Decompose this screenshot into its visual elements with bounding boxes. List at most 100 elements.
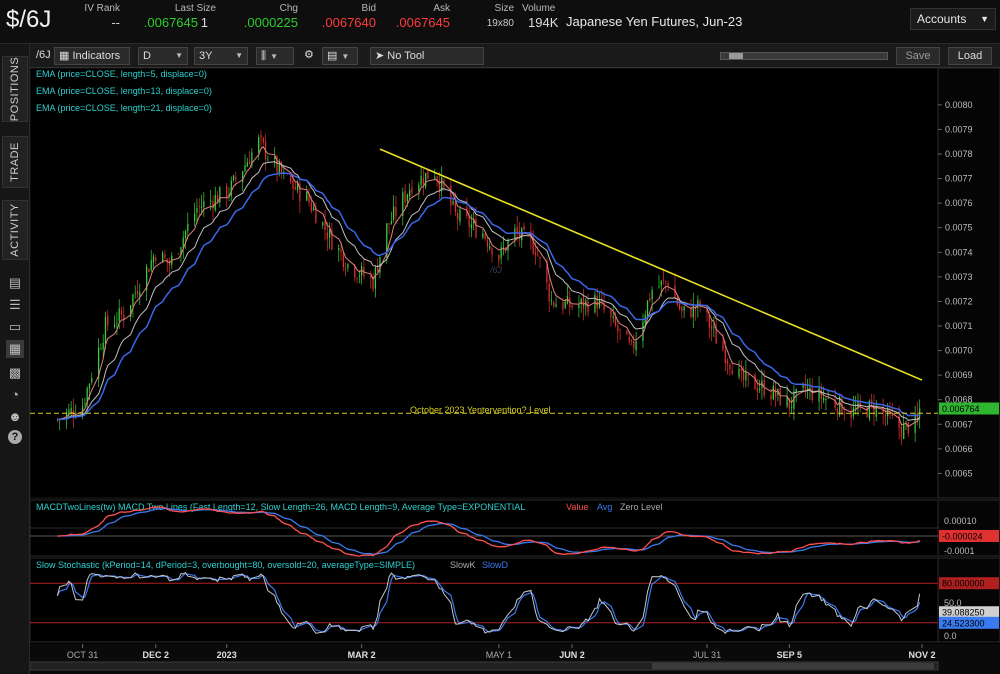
- people-icon[interactable]: ☻: [8, 409, 22, 424]
- candle-body: [166, 258, 168, 263]
- candle-body: [617, 325, 619, 332]
- candle-body: [919, 408, 921, 417]
- candle-body: [740, 369, 742, 371]
- candle-body: [342, 253, 344, 268]
- macd-last-label: -0.000024: [942, 532, 983, 542]
- layout-button[interactable]: ▤ ▼: [322, 47, 358, 65]
- candle-body: [537, 254, 539, 256]
- candle-body: [710, 326, 713, 330]
- range-select[interactable]: 3Y ▼: [194, 47, 248, 65]
- candle-body: [482, 233, 484, 238]
- y-tick-label: 0.0071: [945, 321, 973, 331]
- chart-scrollbar[interactable]: [720, 52, 888, 60]
- candle-body: [107, 315, 109, 326]
- macd-last-box: [939, 530, 999, 542]
- toolbar-symbol[interactable]: /6J: [36, 49, 51, 61]
- iv-rank-value: --: [111, 15, 120, 30]
- candle-body: [136, 291, 139, 295]
- chg-header: Chg: [279, 3, 298, 14]
- candle-body: [459, 209, 461, 222]
- candle-body: [388, 223, 390, 225]
- load-button[interactable]: Load: [948, 47, 992, 65]
- stoch-legend-slowd: SlowD: [482, 560, 509, 570]
- stoch-legend-slowk: SlowK: [450, 560, 476, 570]
- tab-trade[interactable]: TRADE: [2, 136, 28, 188]
- contract-name: Japanese Yen Futures, Jun-23: [566, 14, 743, 29]
- chart-area[interactable]: 0.00800.00790.00780.00770.00760.00750.00…: [30, 68, 1000, 674]
- yentervention-label: October 2023 Yentervention? Level: [410, 405, 551, 415]
- candle-body: [523, 225, 525, 230]
- x-scrollbar-handle[interactable]: [652, 663, 934, 669]
- candle-body: [299, 183, 301, 202]
- chart-type-button[interactable]: ⫼ ▼: [256, 47, 294, 65]
- y-tick-label: 0.0074: [945, 247, 973, 257]
- candle-body: [386, 223, 388, 258]
- indicators-button[interactable]: ▦ Indicators: [54, 47, 130, 65]
- candle-body: [843, 412, 845, 415]
- save-button[interactable]: Save: [896, 47, 940, 65]
- candle-body: [630, 340, 633, 342]
- x-tick-label: MAY 1: [486, 650, 512, 660]
- candle-body: [532, 239, 534, 254]
- candle-body: [614, 317, 617, 326]
- tab-activity[interactable]: ACTIVITY: [2, 200, 28, 260]
- candle-body: [756, 388, 758, 392]
- candle-body: [507, 240, 509, 251]
- gear-icon[interactable]: ⚙: [304, 49, 314, 61]
- list-icon[interactable]: ☰: [9, 297, 21, 312]
- tab-positions[interactable]: POSITIONS: [2, 56, 28, 122]
- bid-header: Bid: [361, 3, 376, 14]
- candle-body: [534, 251, 537, 255]
- candle-body: [411, 187, 413, 194]
- candle-body: [248, 161, 251, 165]
- candle-body: [306, 192, 308, 201]
- candle-body: [697, 299, 699, 308]
- overbought-box: [939, 577, 999, 590]
- macd-pane: MACDTwoLines(tw) MACD Two Lines (Fast Le…: [30, 499, 1000, 557]
- candle-body: [578, 304, 580, 309]
- slowd-last-label: 24.523300: [942, 618, 985, 628]
- candle-body: [328, 229, 331, 238]
- chart-background: [30, 68, 1000, 674]
- chevron-down-icon: ▼: [175, 51, 183, 60]
- drawing-tool-select[interactable]: ➤ No Tool: [370, 47, 484, 65]
- trendline[interactable]: [379, 148, 923, 381]
- candle-body: [887, 408, 889, 417]
- candle-body: [296, 182, 299, 191]
- chart-icon[interactable]: ▦: [6, 340, 24, 358]
- candle-body: [425, 173, 427, 187]
- candle-body: [690, 307, 692, 318]
- scrollbar-handle[interactable]: [729, 53, 743, 59]
- candle-body: [457, 213, 459, 220]
- candle-body: [198, 205, 200, 207]
- candle-body: [708, 314, 710, 328]
- document-icon[interactable]: ▤: [8, 275, 22, 290]
- period-select[interactable]: D ▼: [138, 47, 188, 65]
- candle-body: [260, 134, 262, 138]
- y-tick-label: 0.0080: [945, 100, 973, 110]
- y-tick-label: 0.0077: [945, 174, 973, 184]
- y-tick-label: 0.0066: [945, 444, 973, 454]
- candle-body: [232, 175, 235, 181]
- grid-icon[interactable]: ▩: [8, 365, 22, 380]
- candle-body: [276, 156, 278, 173]
- candle-body: [308, 193, 310, 203]
- desktop-icon[interactable]: ▭: [8, 319, 22, 334]
- x-scrollbar[interactable]: [30, 661, 939, 671]
- accounts-button[interactable]: Accounts ▼: [910, 8, 996, 30]
- help-icon[interactable]: ?: [8, 430, 22, 444]
- candle-body: [422, 178, 425, 185]
- candle-body: [868, 400, 871, 419]
- candle-body: [427, 170, 429, 179]
- candle-body: [438, 180, 441, 191]
- symbol-title[interactable]: $/6J: [6, 6, 52, 33]
- candle-body: [774, 388, 777, 397]
- candle-body: [155, 257, 157, 261]
- candle-body: [626, 331, 628, 335]
- candle-body: [246, 162, 248, 167]
- candle-body: [420, 175, 422, 186]
- x-tick-label: DEC 2: [143, 650, 170, 660]
- candle-body: [219, 186, 221, 203]
- candle-body: [214, 195, 216, 210]
- gauge-icon[interactable]: ◔: [11, 387, 19, 402]
